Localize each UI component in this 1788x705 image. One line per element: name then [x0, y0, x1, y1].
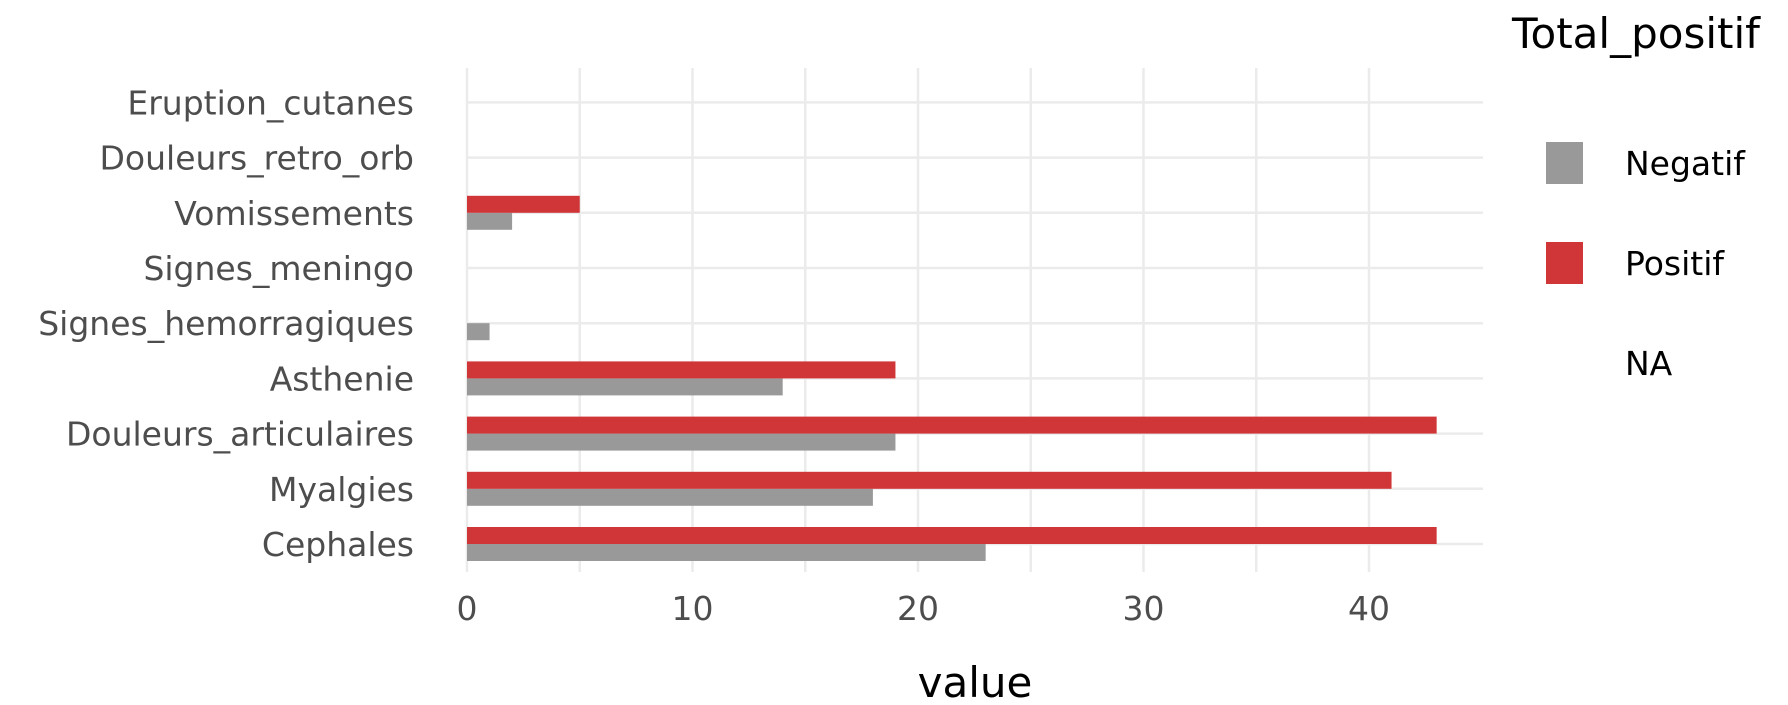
bar-negatif-signes_hemorragiques — [467, 323, 490, 341]
x-tick-label: 0 — [457, 589, 478, 628]
x-tick-label: 20 — [897, 589, 939, 628]
category-label: Cephales — [262, 525, 414, 564]
bar-positif-asthenie — [467, 361, 896, 379]
x-tick-label: 30 — [1123, 589, 1165, 628]
legend-label-positif: Positif — [1625, 244, 1725, 283]
category-label: Signes_meningo — [143, 249, 414, 288]
category-labels: Cephales Myalgies Douleurs_articulaires Ast… — [38, 83, 414, 564]
x-tick-labels: 0 10 20 30 40 — [457, 589, 1391, 628]
legend-key-negatif — [1546, 142, 1583, 184]
bar-negatif-vomissements — [467, 212, 513, 230]
bar-negatif-douleurs_articulaires — [467, 433, 896, 451]
x-tick-label: 40 — [1348, 589, 1390, 628]
category-label: Eruption_cutanes — [127, 83, 414, 122]
bar-positif-cephales — [467, 527, 1437, 544]
bar-positif-myalgies — [467, 471, 1392, 489]
x-tick-label: 10 — [672, 589, 714, 628]
category-label: Douleurs_articulaires — [66, 415, 414, 454]
category-label: Signes_hemorragiques — [38, 304, 414, 343]
legend: Total_positif Negatif Positif NA — [1511, 9, 1761, 383]
x-axis-title: value — [918, 658, 1033, 705]
bar-positif-vomissements — [467, 195, 580, 213]
category-label: Asthenie — [270, 359, 414, 398]
category-label: Myalgies — [269, 470, 414, 509]
legend-label-negatif: Negatif — [1625, 144, 1746, 183]
bar-positif-douleurs_articulaires — [467, 416, 1437, 434]
legend-title: Total_positif — [1511, 9, 1761, 58]
bar-negatif-cephales — [467, 544, 986, 561]
legend-key-positif — [1546, 242, 1583, 284]
bars — [467, 195, 1437, 561]
bar-negatif-asthenie — [467, 378, 783, 396]
legend-label-na: NA — [1625, 344, 1673, 383]
category-label: Vomissements — [174, 194, 414, 233]
bar-negatif-myalgies — [467, 488, 873, 506]
category-label: Douleurs_retro_orb — [100, 139, 414, 178]
